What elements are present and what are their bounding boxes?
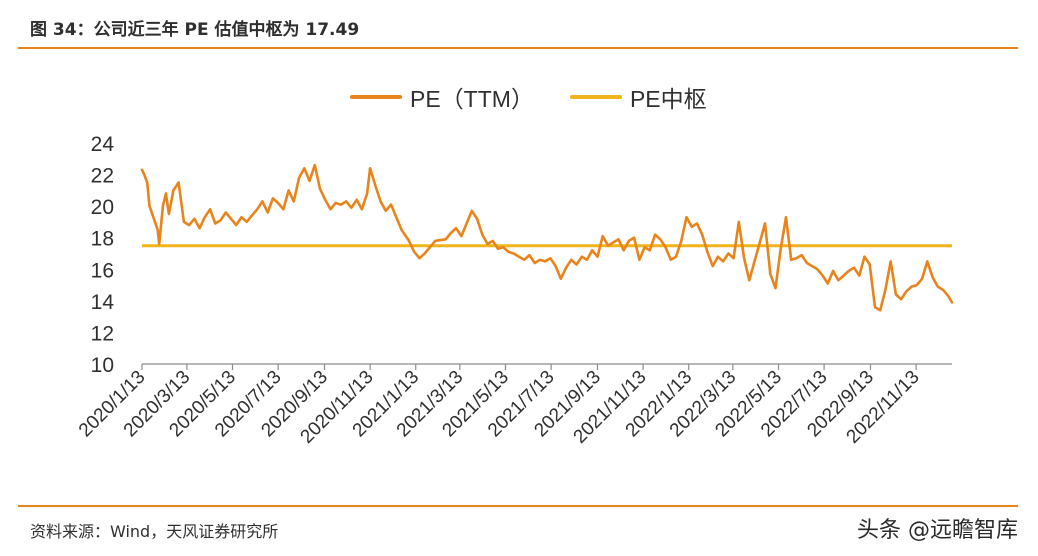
- figure-title: 图 34：公司近三年 PE 估值中枢为 17.49: [30, 20, 360, 40]
- y-tick-label: 20: [91, 196, 114, 219]
- legend-item-center: PE中枢: [569, 80, 707, 114]
- y-tick-label: 22: [91, 165, 114, 188]
- legend-swatch-center: [569, 95, 622, 99]
- y-tick-label: 10: [91, 354, 114, 377]
- bottom-rule: [18, 505, 1018, 507]
- y-tick-label: 24: [91, 133, 115, 156]
- chart-legend: PE（TTM） PE中枢: [350, 80, 707, 114]
- y-tick-label: 12: [91, 322, 114, 345]
- watermark: 头条 @远瞻智库: [857, 518, 1018, 543]
- y-tick-label: 16: [91, 259, 114, 282]
- y-tick-label: 14: [91, 291, 115, 314]
- series-line-pe-ttm: [140, 163, 954, 312]
- top-rule: [18, 47, 1018, 49]
- legend-item-pe: PE（TTM）: [350, 80, 534, 114]
- legend-swatch-pe: [350, 95, 402, 99]
- source-note: 资料来源：Wind，天风证券研究所: [30, 522, 279, 541]
- legend-label-pe: PE（TTM）: [410, 86, 534, 112]
- y-tick-label: 18: [91, 228, 114, 251]
- legend-label-center: PE中枢: [629, 86, 707, 112]
